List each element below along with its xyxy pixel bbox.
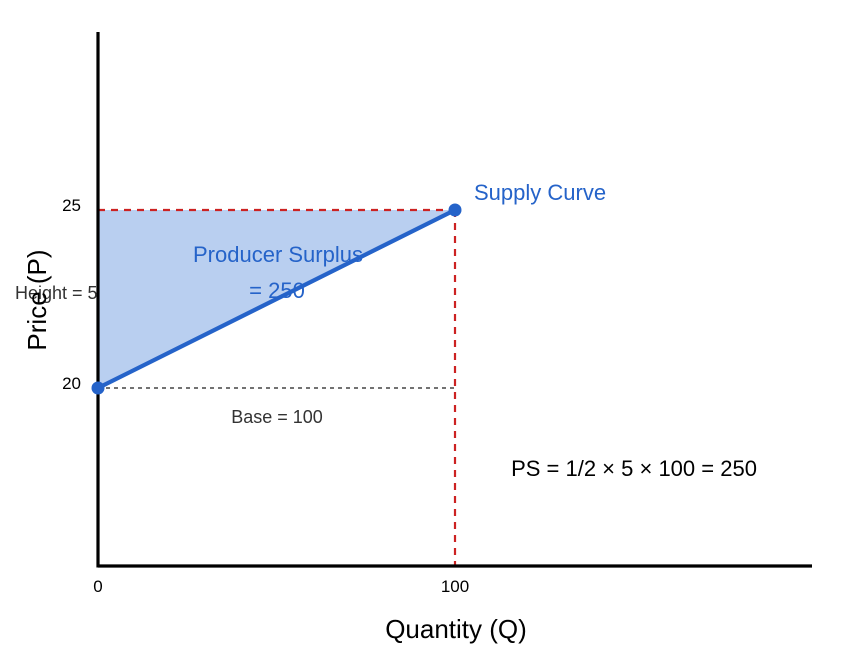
x-axis-title: Quantity (Q) <box>385 614 527 644</box>
supply-curve-points <box>91 203 462 395</box>
supply-curve-line <box>95 207 458 391</box>
x-tick-label-0: 0 <box>93 577 102 596</box>
formula-label: PS = 1/2 × 5 × 100 = 250 <box>511 456 757 481</box>
x-tick-label-1: 100 <box>441 577 469 596</box>
supply-point-0 <box>91 381 105 395</box>
height-label: Height = 5 <box>15 283 98 303</box>
y-axis-title: Price (P) <box>22 249 52 350</box>
producer-surplus-value: = 250 <box>249 278 305 303</box>
producer-surplus-label: Producer Surplus <box>193 242 363 267</box>
supply-point-1 <box>448 203 462 217</box>
base-label: Base = 100 <box>231 407 323 427</box>
x-tick-labels: 0 100 <box>93 577 469 596</box>
y-tick-label-1: 25 <box>62 196 81 215</box>
y-tick-label-0: 20 <box>62 374 81 393</box>
supply-curve-label: Supply Curve <box>474 180 606 205</box>
